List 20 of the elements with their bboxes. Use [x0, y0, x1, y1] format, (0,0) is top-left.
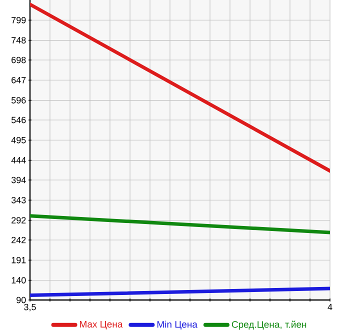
y-tick-label: 140: [12, 277, 26, 284]
y-tick-label: 191: [12, 256, 26, 264]
y-tick-label: 394: [11, 176, 26, 184]
y-tick-label: 444: [11, 157, 26, 164]
legend-label: Max Цена: [80, 320, 123, 330]
y-tick-label: 292: [12, 217, 26, 224]
y-tick-label: 596: [11, 97, 26, 104]
y-tick-label: 647: [12, 76, 26, 84]
legend-label: Min Цена: [157, 320, 198, 330]
x-tick-label: 4: [328, 304, 332, 310]
y-tick-label: 90: [16, 296, 26, 304]
y-tick-label: 698: [12, 56, 26, 64]
y-tick-label: 748: [12, 37, 26, 44]
y-tick-label: 343: [11, 196, 26, 204]
y-tick-label: 546: [11, 116, 26, 124]
y-tick-label: 799: [12, 16, 26, 24]
legend-label: Сред.Цена, т.йен: [232, 320, 306, 330]
y-tick-label: 242: [12, 236, 26, 244]
y-tick-label: 495: [11, 136, 26, 144]
x-tick-label: 3,5: [24, 304, 36, 312]
